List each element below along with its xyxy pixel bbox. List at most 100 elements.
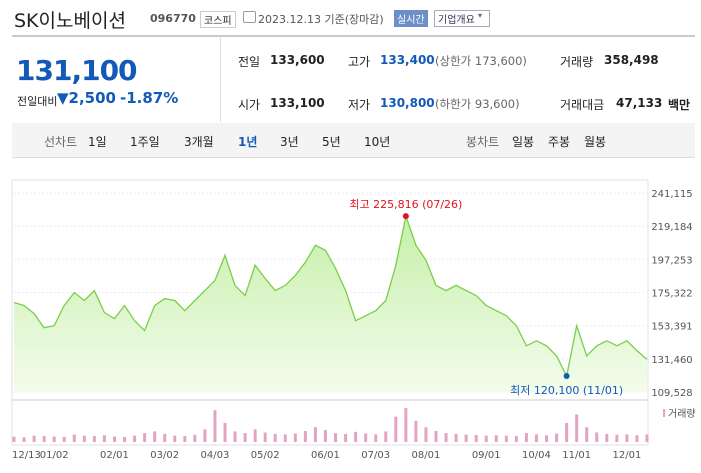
stat-note: (상한가 173,600) — [435, 54, 527, 68]
volume-bar — [62, 436, 66, 442]
volume-bar — [575, 414, 579, 442]
stat-unit: 백만 — [668, 98, 691, 112]
annotation: 최고 225,816 (07/26) — [349, 198, 462, 211]
volume-bar — [323, 430, 327, 442]
extreme-marker — [563, 373, 570, 380]
volume-bar — [595, 432, 599, 442]
volume-bar — [72, 434, 76, 442]
volume-bar — [52, 436, 56, 442]
volume-bar — [233, 431, 237, 442]
volume-bar — [163, 433, 167, 442]
candle-tab[interactable]: 월봉 — [584, 135, 607, 149]
stat-label: 거래대금 — [560, 98, 605, 112]
candle-tab[interactable]: 주봉 — [548, 135, 571, 149]
volume-bar — [545, 435, 549, 442]
x-tick-label: 02/01 — [100, 450, 129, 461]
x-tick-label: 09/01 — [472, 450, 501, 461]
volume-bar — [565, 422, 569, 442]
x-tick-label: 06/01 — [311, 450, 340, 461]
price: 131,100 — [16, 54, 138, 87]
volume-bar — [153, 431, 157, 442]
x-tick-label: 03/02 — [150, 450, 179, 461]
x-tick-label: 12/01 — [612, 450, 641, 461]
x-tick-label: 12/13 — [12, 450, 41, 461]
volume-bar — [82, 435, 86, 442]
volume-bar — [133, 435, 137, 442]
extreme-marker — [402, 213, 409, 220]
volume-bar — [334, 433, 338, 442]
volume-bar — [364, 433, 368, 442]
volume-bar — [203, 429, 207, 442]
x-tick-label: 08/01 — [412, 450, 441, 461]
volume-legend: 거래량 — [668, 408, 696, 420]
realtime-badge[interactable]: 실시간 — [394, 10, 428, 27]
volume-bar — [555, 433, 559, 442]
tab-bar — [12, 123, 695, 158]
volume-bar — [253, 429, 257, 442]
volume-bar — [344, 433, 348, 442]
x-tick-label: 07/03 — [361, 450, 390, 461]
period-tab[interactable]: 1년 — [238, 135, 258, 149]
period-tab[interactable]: 3개월 — [184, 135, 214, 149]
volume-bar — [273, 433, 277, 442]
stat-value: 133,100 — [270, 96, 325, 110]
volume-bar — [424, 427, 428, 442]
overview-text: 기업개요 — [438, 15, 475, 26]
volume-bar — [615, 434, 619, 442]
stat-label: 시가 — [238, 98, 261, 112]
change-value: 2,500 — [68, 89, 116, 107]
volume-bar — [193, 434, 197, 442]
change-rate: -1.87% — [120, 89, 179, 107]
change-label: 전일대비 — [17, 95, 58, 108]
market-badge: 코스피 — [200, 11, 236, 28]
volume-bar — [22, 437, 26, 442]
volume-bar — [123, 436, 127, 442]
volume-bar — [625, 434, 629, 442]
volume-bar — [223, 422, 227, 442]
price-line — [13, 213, 648, 378]
y-tick-label: 175,322 — [651, 288, 692, 299]
volume-bar — [585, 427, 589, 442]
overview-button[interactable]: 기업개요 — [434, 10, 490, 27]
volume-bar — [143, 433, 147, 442]
volume-bar — [213, 410, 217, 442]
volume-bar — [112, 436, 116, 442]
candle-tab[interactable]: 일봉 — [512, 135, 535, 149]
change: ▼2,500 — [57, 89, 116, 107]
volume-bar — [444, 433, 448, 442]
chart: 109,528 131,460 153,391 175,322 197,253 219,1… — [11, 179, 696, 461]
volume-bar — [534, 434, 538, 442]
volume-bar — [494, 435, 498, 442]
period-tab[interactable]: 10년 — [364, 135, 391, 149]
volume-bar — [354, 431, 358, 442]
stat-label: 거래량 — [560, 55, 594, 69]
date: 2023.12.13 기준(장마감) — [258, 13, 384, 26]
volume-bar — [414, 420, 418, 442]
stat-value: 130,800 — [380, 96, 435, 110]
y-tick-label: 219,184 — [651, 222, 692, 233]
volume-bar — [32, 435, 36, 442]
volume-bar — [454, 433, 458, 442]
volume-bar — [42, 436, 46, 442]
dropdown-arrow: ▾ — [478, 11, 483, 20]
volume-bar — [173, 435, 177, 442]
x-tick-label: 05/02 — [251, 450, 280, 461]
stock-name: SK이노베이션 — [14, 10, 126, 32]
volume-bar — [92, 436, 96, 442]
down-arrow: ▼ — [57, 89, 69, 107]
volume-bar — [504, 435, 508, 442]
candle-chart-label: 봉차트 — [466, 135, 500, 149]
volume-bar — [313, 427, 317, 442]
stat-label: 저가 — [348, 98, 371, 112]
volume-legend-swatch — [663, 409, 665, 417]
period-tab[interactable]: 1주일 — [130, 135, 160, 149]
volume-bar — [524, 433, 528, 442]
y-tick-label: 197,253 — [651, 255, 692, 266]
x-tick-label: 11/01 — [562, 450, 591, 461]
stat-value: 133,400 — [380, 53, 435, 67]
period-tab[interactable]: 5년 — [322, 135, 341, 149]
period-tab[interactable]: 1일 — [88, 135, 107, 149]
x-tick-label: 01/02 — [40, 450, 69, 461]
period-tab[interactable]: 3년 — [280, 135, 299, 149]
x-tick-label: 10/04 — [522, 450, 551, 461]
